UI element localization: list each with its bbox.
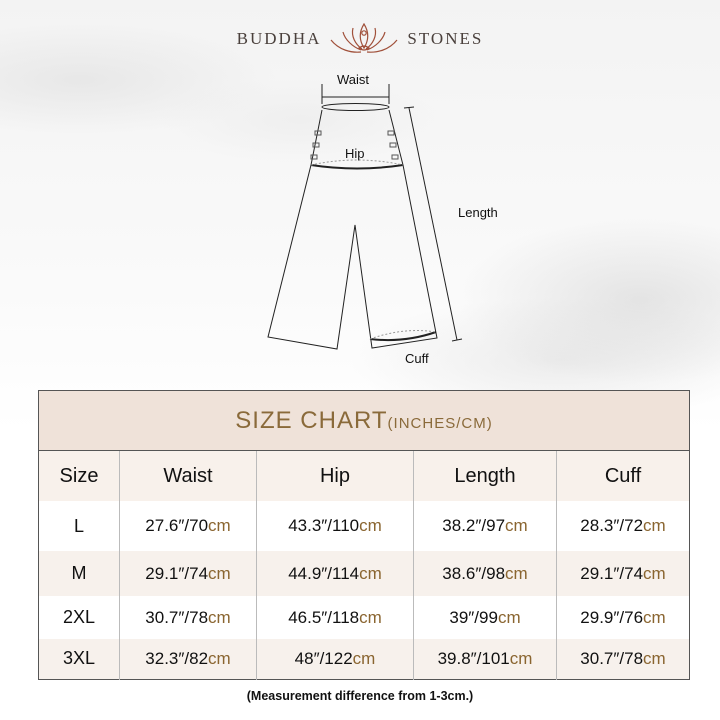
measurement-value: 48″/122 (294, 648, 353, 668)
measurement-cell: 39″/99cm (413, 596, 557, 639)
measurement-cell: 48″/122cm (256, 639, 414, 679)
header-length: Length (413, 450, 557, 501)
measurement-value: 46.5″/118 (288, 607, 360, 627)
title-units: (INCHES/CM) (387, 414, 493, 432)
unit-label: cm (208, 516, 231, 535)
unit-label: cm (643, 563, 666, 583)
header-hip: Hip (256, 450, 414, 501)
measurement-value: 29.1″/74 (145, 563, 209, 583)
length-measure-line (403, 106, 463, 342)
table-row: M 29.1″/74cm 44.9″/114cm 38.6″/98cm 29.1″/74… (38, 551, 690, 596)
waist-measure-bracket (321, 84, 390, 104)
measurement-cell: 38.2″/97cm (413, 501, 557, 551)
length-label: Length (458, 205, 498, 220)
table-row: 2XL 30.7″/78cm 46.5″/118cm 39″/99cm 29.9″/76… (39, 596, 690, 639)
measurement-value: 30.7″/78 (145, 607, 209, 627)
measurement-cell: 29.9″/76cm (556, 596, 690, 639)
measurement-value: 44.9″/114 (288, 563, 360, 583)
brand-name-left: BUDDHA (236, 29, 322, 48)
measurement-value: 43.3″/110 (288, 516, 360, 535)
unit-label: cm (208, 607, 231, 627)
size-chart-title: SIZE CHART(INCHES/CM) (38, 390, 690, 451)
table-row: L 27.6″/70cm 43.3″/110cm 38.2″/97cm 28.3″/72… (39, 501, 690, 551)
measurement-value: 32.3″/82 (145, 648, 209, 668)
measurement-value: 28.3″/72 (580, 516, 644, 535)
unit-label: cm (643, 516, 666, 535)
unit-label: cm (509, 648, 533, 668)
measurement-value: 38.2″/97 (442, 516, 506, 535)
measurement-cell: 38.6″/98cm (413, 551, 557, 596)
pants-outline (267, 109, 438, 350)
size-cell: M (38, 551, 120, 596)
unit-label: cm (208, 563, 231, 583)
unit-label: cm (208, 648, 231, 668)
unit-label: cm (352, 648, 376, 668)
unit-label: cm (505, 516, 528, 535)
measurement-note: (Measurement difference from 1-3cm.) (246, 689, 474, 703)
pants-diagram (267, 84, 463, 350)
measurement-cell: 27.6″/70cm (119, 501, 257, 551)
hip-line (310, 164, 404, 170)
measurement-value: 39″/99 (449, 607, 498, 627)
title-text: SIZE CHART (235, 406, 388, 434)
table-row: 3XL 32.3″/82cm 48″/122cm 39.8″/101cm 30.7″/7… (38, 639, 690, 679)
unit-label: cm (643, 648, 666, 668)
measurement-value: 29.1″/74 (580, 563, 644, 583)
cuff-line (369, 331, 437, 342)
measurement-cell: 44.9″/114cm (256, 551, 414, 596)
measurement-cell: 30.7″/78cm (119, 596, 257, 639)
cuff-label: Cuff (405, 351, 429, 366)
header-cuff: Cuff (556, 450, 690, 501)
lotus-meditation-icon (330, 22, 398, 53)
measurement-value: 29.9″/76 (580, 607, 644, 627)
measurement-value: 30.7″/78 (580, 648, 644, 668)
unit-label: cm (497, 607, 521, 627)
size-cell: 2XL (62, 607, 96, 627)
size-cell: L (73, 515, 84, 536)
measurement-cell: 28.3″/72cm (556, 501, 690, 551)
measurement-cell: 29.1″/74cm (556, 551, 690, 596)
measurement-cell: 46.5″/118cm (256, 596, 414, 639)
waist-label: Waist (337, 72, 370, 87)
measurement-value: 39.8″/101 (437, 648, 510, 668)
unit-label: cm (643, 607, 666, 627)
measurement-cell: 39.8″/101cm (413, 639, 557, 679)
unit-label: cm (505, 563, 528, 583)
measurement-cell: 43.3″/110cm (256, 501, 414, 551)
measurement-cell: 30.7″/78cm (556, 639, 690, 679)
unit-label: cm (359, 607, 382, 627)
size-chart-table: SIZE CHART(INCHES/CM) Size Waist Hip Len… (38, 390, 690, 680)
side-buttons (310, 130, 399, 160)
header-waist: Waist (119, 450, 257, 501)
measurement-value: 27.6″/70 (145, 516, 209, 535)
waistband (321, 103, 390, 111)
header-size: Size (38, 450, 120, 501)
brand-name-right: STONES (407, 29, 484, 48)
size-cell: 3XL (38, 639, 120, 679)
measurement-cell: 32.3″/82cm (119, 639, 257, 679)
unit-label: cm (359, 516, 382, 535)
brand-logo: BUDDHA STONES (0, 22, 720, 56)
measurement-value: 38.6″/98 (442, 563, 506, 583)
measurement-cell: 29.1″/74cm (119, 551, 257, 596)
hip-label: Hip (345, 146, 365, 161)
unit-label: cm (359, 563, 382, 583)
